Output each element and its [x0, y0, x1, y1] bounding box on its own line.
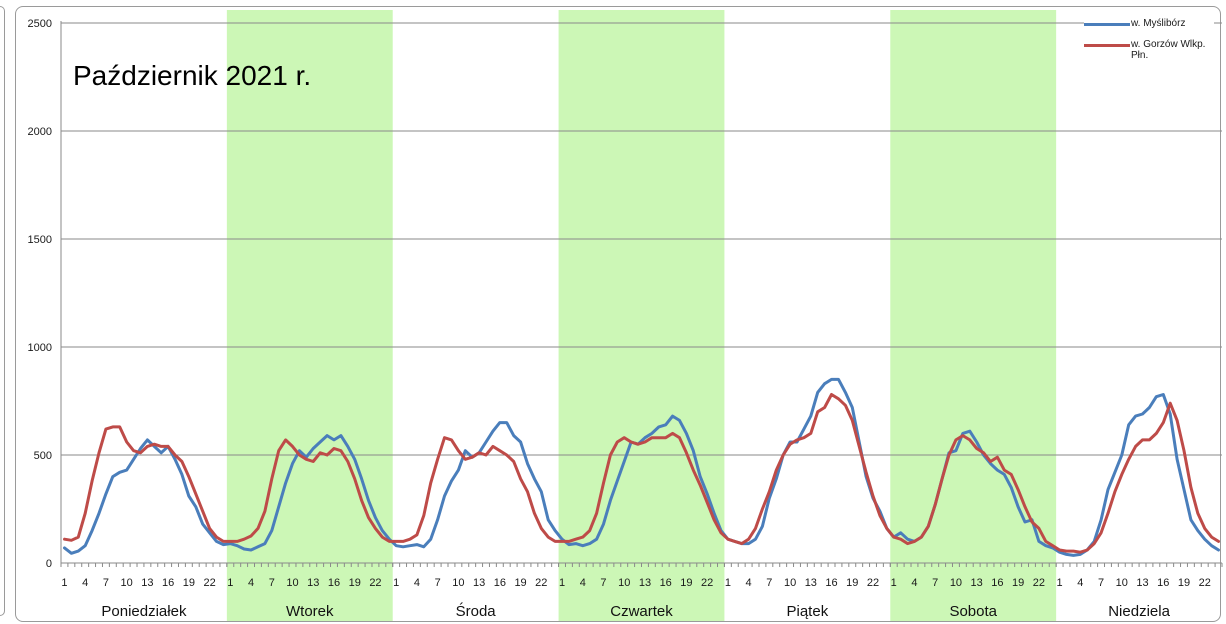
x-tick-label: 22 — [1033, 577, 1045, 589]
day-label-1: Poniedziałek — [101, 603, 187, 620]
x-tick-label: 7 — [766, 577, 772, 589]
legend-item-myslibórz: w. Myślibórz — [1084, 18, 1214, 29]
x-tick-label: 19 — [349, 577, 361, 589]
x-tick-label: 19 — [183, 577, 195, 589]
x-tick-label: 1 — [559, 577, 565, 589]
shaded-band-4 — [558, 10, 725, 621]
day-label-2: Wtorek — [286, 603, 334, 620]
x-tick-label: 7 — [932, 577, 938, 589]
x-tick-label: 16 — [660, 577, 672, 589]
legend-swatch-gorzow — [1084, 44, 1130, 47]
x-tick-label: 10 — [950, 577, 962, 589]
x-tick-label: 19 — [1012, 577, 1024, 589]
shaded-band-6 — [890, 10, 1057, 621]
x-tick-label: 7 — [1098, 577, 1104, 589]
x-tick-label: 1 — [725, 577, 731, 589]
shaded-band-2 — [226, 10, 393, 621]
x-tick-label: 10 — [618, 577, 630, 589]
x-tick-label: 13 — [307, 577, 319, 589]
y-tick-label-500: 500 — [34, 450, 52, 462]
x-tick-label: 13 — [141, 577, 153, 589]
x-tick-label: 22 — [1199, 577, 1211, 589]
x-tick-label: 16 — [494, 577, 506, 589]
y-tick-label-1500: 1500 — [28, 234, 52, 246]
x-tick-label: 4 — [414, 577, 420, 589]
x-tick-label: 19 — [1178, 577, 1190, 589]
day-label-4: Czwartek — [610, 603, 673, 620]
x-tick-label: 1 — [891, 577, 897, 589]
y-tick-label-1000: 1000 — [28, 342, 52, 354]
x-tick-label: 10 — [121, 577, 133, 589]
x-tick-label: 16 — [162, 577, 174, 589]
legend-label-gorzow: w. Gorzów Wlkp. Płn. — [1131, 39, 1206, 61]
x-tick-label: 7 — [435, 577, 441, 589]
x-tick-label: 22 — [867, 577, 879, 589]
x-tick-label: 13 — [805, 577, 817, 589]
x-tick-label: 10 — [1116, 577, 1128, 589]
legend: w. Myślibórz w. Gorzów Wlkp. Płn. — [1084, 18, 1214, 71]
x-tick-label: 7 — [269, 577, 275, 589]
x-tick-label: 19 — [514, 577, 526, 589]
x-tick-label: 10 — [784, 577, 796, 589]
x-tick-label: 4 — [1077, 577, 1083, 589]
x-tick-label: 13 — [1136, 577, 1148, 589]
x-tick-label: 1 — [393, 577, 399, 589]
day-label-6: Sobota — [949, 603, 997, 620]
x-tick-label: 1 — [227, 577, 233, 589]
x-tick-label: 4 — [82, 577, 88, 589]
series-line-1 — [63, 377, 1220, 557]
x-tick-label: 7 — [103, 577, 109, 589]
x-tick-label: 22 — [535, 577, 547, 589]
chart-frame — [15, 6, 1221, 622]
day-label-7: Niedziela — [1108, 603, 1170, 620]
x-tick-label: 1 — [1057, 577, 1063, 589]
x-tick-label: 19 — [846, 577, 858, 589]
x-tick-label: 16 — [328, 577, 340, 589]
x-tick-label: 16 — [991, 577, 1003, 589]
x-tick-label: 22 — [369, 577, 381, 589]
x-tick-label: 19 — [680, 577, 692, 589]
y-tick-label-2500: 2500 — [28, 18, 52, 30]
x-tick-label: 4 — [580, 577, 586, 589]
x-tick-label: 22 — [203, 577, 215, 589]
x-tick-label: 1 — [61, 577, 67, 589]
chart-title: Październik 2021 r. — [73, 60, 312, 91]
x-tick-label: 16 — [825, 577, 837, 589]
x-tick-label: 16 — [1157, 577, 1169, 589]
legend-label-myslibórz: w. Myślibórz — [1131, 18, 1186, 29]
x-tick-label: 13 — [473, 577, 485, 589]
x-tick-label: 13 — [971, 577, 983, 589]
day-label-5: Piątek — [787, 603, 829, 620]
x-tick-label: 4 — [248, 577, 254, 589]
y-tick-label-2000: 2000 — [28, 126, 52, 138]
x-tick-label: 7 — [600, 577, 606, 589]
day-label-3: Środa — [456, 602, 497, 620]
x-tick-label: 22 — [701, 577, 713, 589]
x-tick-label: 4 — [746, 577, 752, 589]
legend-item-gorzow: w. Gorzów Wlkp. Płn. — [1084, 39, 1214, 61]
x-tick-label: 13 — [639, 577, 651, 589]
series-line-2 — [63, 393, 1220, 554]
x-tick-label: 4 — [911, 577, 917, 589]
x-tick-label: 10 — [286, 577, 298, 589]
y-tick-label-0: 0 — [46, 558, 52, 570]
legend-swatch-myslibórz — [1084, 23, 1130, 26]
x-tick-label: 10 — [452, 577, 464, 589]
